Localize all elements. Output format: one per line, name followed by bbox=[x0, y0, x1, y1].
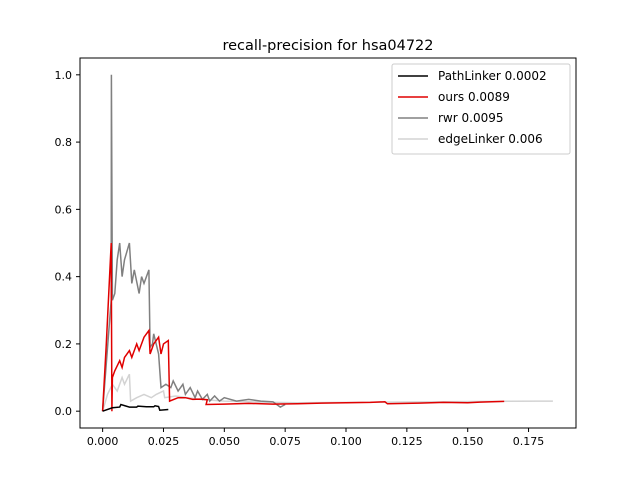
x-tick-label: 0.025 bbox=[148, 435, 180, 448]
x-tick-label: 0.175 bbox=[513, 435, 545, 448]
x-tick-label: 0.150 bbox=[452, 435, 484, 448]
legend-label: ours 0.0089 bbox=[438, 90, 510, 104]
chart-title: recall-precision for hsa04722 bbox=[222, 38, 433, 54]
legend-box bbox=[391, 63, 571, 155]
y-tick-label: 0.4 bbox=[55, 271, 73, 284]
series-layer bbox=[101, 74, 553, 412]
series-line-0 bbox=[102, 403, 169, 412]
x-tick-label: 0.100 bbox=[330, 435, 362, 448]
legend-label: edgeLinker 0.006 bbox=[438, 132, 543, 146]
y-tick-label: 0.2 bbox=[55, 338, 73, 351]
y-tick-label: 0.8 bbox=[55, 136, 73, 149]
y-tick-label: 1.0 bbox=[55, 69, 73, 82]
legend-label: rwr 0.0095 bbox=[438, 111, 503, 125]
series-line-1 bbox=[101, 242, 505, 412]
plot-area bbox=[79, 57, 577, 429]
legend-label: PathLinker 0.0002 bbox=[438, 69, 547, 83]
x-tick-label: 0.075 bbox=[269, 435, 301, 448]
y-tick-label: 0.0 bbox=[55, 405, 73, 418]
legend: PathLinker 0.0002 ours 0.0089 rwr 0.0095 ed… bbox=[391, 63, 571, 155]
x-tick-label: 0.125 bbox=[391, 435, 423, 448]
x-tick-label: 0.050 bbox=[209, 435, 241, 448]
y-axis: 0.0 0.2 0.4 0.6 0.8 1.0 bbox=[55, 69, 80, 418]
x-axis: 0.000 0.025 0.050 0.075 0.100 0.125 0.150 0.175 bbox=[87, 428, 544, 448]
x-tick-label: 0.000 bbox=[87, 435, 119, 448]
y-tick-label: 0.6 bbox=[55, 203, 73, 216]
plot-frame bbox=[79, 57, 577, 429]
series-line-2 bbox=[101, 74, 286, 412]
